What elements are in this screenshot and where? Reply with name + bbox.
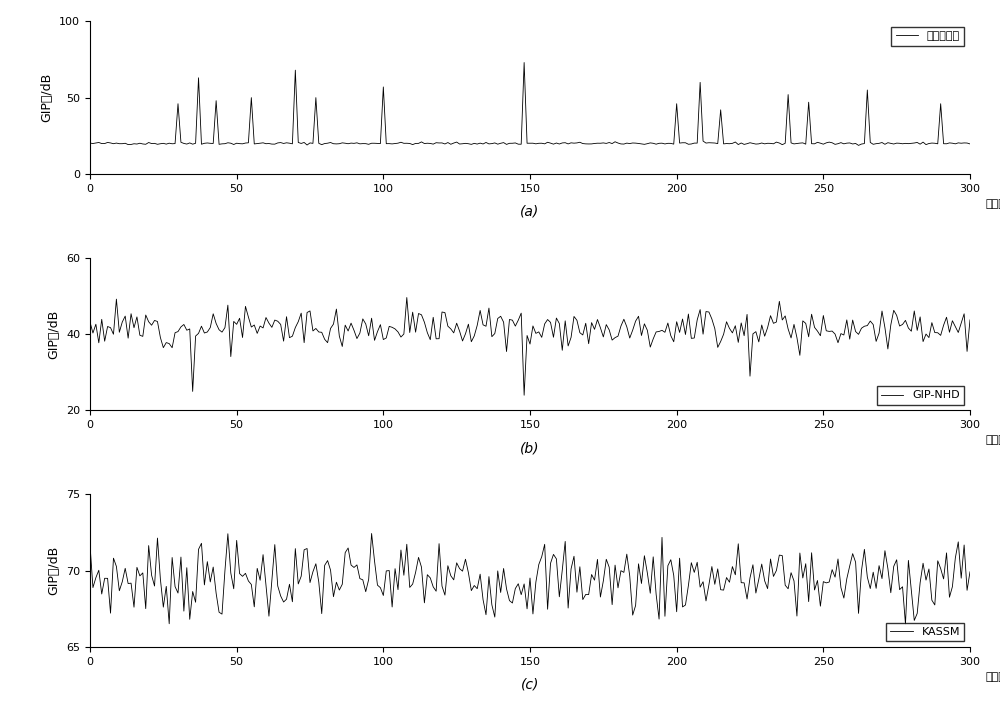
Text: (c): (c) <box>521 678 539 692</box>
Text: (a): (a) <box>520 205 540 218</box>
Text: 距离单元: 距离单元 <box>985 435 1000 446</box>
Y-axis label: GIP值/dB: GIP值/dB <box>41 73 54 122</box>
Legend: 本发明方法: 本发明方法 <box>891 27 964 46</box>
Text: 距离单元: 距离单元 <box>985 672 1000 682</box>
Legend: KASSM: KASSM <box>886 623 964 641</box>
Y-axis label: GIP值/dB: GIP值/dB <box>48 546 61 595</box>
Text: 距离单元: 距离单元 <box>985 199 1000 209</box>
Y-axis label: GIP值/dB: GIP值/dB <box>48 309 61 359</box>
Text: (b): (b) <box>520 441 540 455</box>
Legend: GIP-NHD: GIP-NHD <box>877 386 964 405</box>
